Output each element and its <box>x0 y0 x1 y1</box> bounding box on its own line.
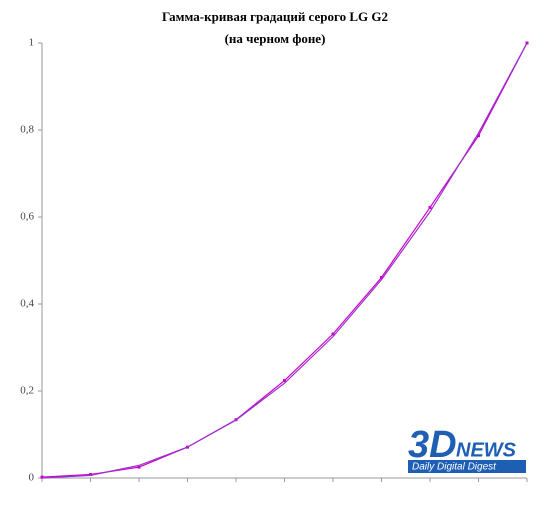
chart-subtitle: (на черном фоне) <box>225 31 326 46</box>
point-marker <box>89 473 92 477</box>
point-marker <box>283 379 286 383</box>
series-line <box>41 42 528 478</box>
series-line <box>41 42 528 479</box>
watermark-tagline: Daily Digital Digest <box>412 462 497 473</box>
watermark-logo-rest: NEWS <box>456 439 517 461</box>
point-marker <box>380 275 383 279</box>
point-marker <box>137 465 141 469</box>
chart-title: Гамма-кривая градаций серого LG G2 <box>162 9 388 24</box>
y-tick-label: 0,8 <box>20 124 34 136</box>
watermark-logo: 3D <box>408 424 457 466</box>
point-marker <box>428 205 432 209</box>
y-tick-label: 0,2 <box>20 385 34 397</box>
y-tick-label: 1 <box>29 37 35 49</box>
y-tick-label: 0,4 <box>20 298 34 310</box>
watermark-band <box>408 460 526 473</box>
y-tick-label: 0 <box>29 472 35 484</box>
watermark: 3D NEWS Daily Digital Digest <box>408 424 526 473</box>
y-tick-label: 0,6 <box>20 211 34 223</box>
point-marker <box>331 332 335 336</box>
point-marker <box>477 134 480 138</box>
point-marker <box>40 475 44 479</box>
